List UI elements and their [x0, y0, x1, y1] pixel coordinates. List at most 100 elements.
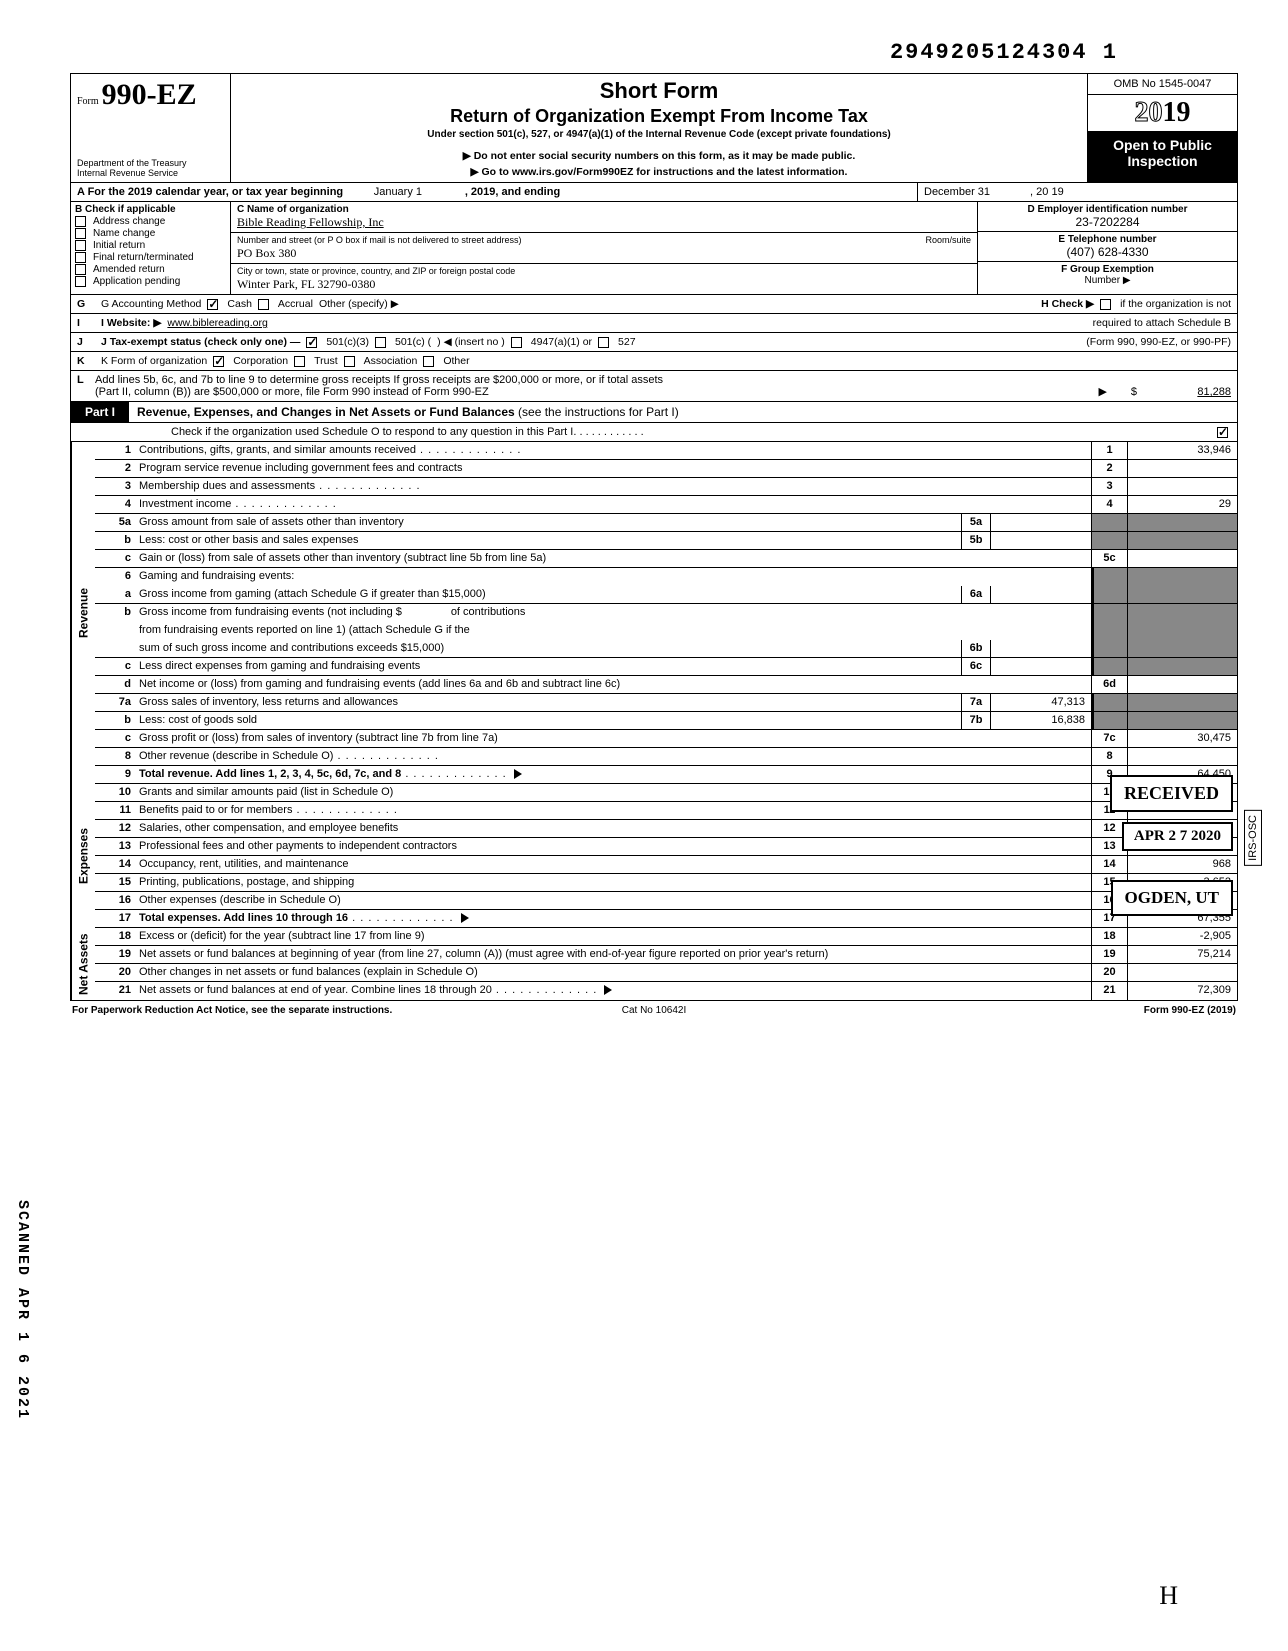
- ln10-desc: Grants and similar amounts paid (list in…: [139, 786, 393, 798]
- initial-mark: H: [1159, 1581, 1178, 1611]
- footer-center: Cat No 10642I: [460, 1005, 848, 1016]
- ln7b-val: 16,838: [991, 712, 1091, 729]
- form-number: 990-EZ: [102, 78, 197, 111]
- ln7c-desc: Gross profit or (loss) from sales of inv…: [139, 732, 498, 744]
- omb: OMB No 1545-0047: [1088, 74, 1237, 95]
- h-text1: H Check ▶: [1041, 298, 1094, 310]
- ln2-desc: Program service revenue including govern…: [139, 462, 462, 474]
- schedule-o-check: Check if the organization used Schedule …: [70, 423, 1238, 442]
- chk-application-pending[interactable]: Application pending: [75, 276, 226, 287]
- ln1-val: 33,946: [1127, 442, 1237, 459]
- chk-final-return[interactable]: Final return/terminated: [75, 252, 226, 263]
- ln21-val: 72,309: [1127, 982, 1237, 1000]
- j-o4: 4947(a)(1) or: [531, 336, 592, 348]
- ln6d-desc: Net income or (loss) from gaming and fun…: [139, 678, 620, 690]
- chk-name-change[interactable]: Name change: [75, 228, 226, 239]
- chk-schedo[interactable]: [1217, 427, 1228, 438]
- ln18-val: -2,905: [1127, 928, 1237, 945]
- expenses-grid: Expenses 10Grants and similar amounts pa…: [70, 784, 1238, 928]
- g-cash: Cash: [227, 298, 252, 310]
- ln13-desc: Professional fees and other payments to …: [139, 840, 457, 852]
- j-o2: 501(c) (: [395, 336, 431, 348]
- g-other: Other (specify) ▶: [319, 298, 399, 310]
- k-o3: Association: [364, 355, 418, 367]
- part-i-title: Revenue, Expenses, and Changes in Net As…: [137, 405, 515, 419]
- d-label: D Employer identification number: [1027, 204, 1187, 215]
- ln20-desc: Other changes in net assets or fund bala…: [139, 966, 478, 978]
- part-i-tab: Part I: [71, 402, 129, 422]
- phone: (407) 628-4330: [1066, 245, 1148, 259]
- year: 20201919: [1088, 95, 1237, 131]
- scanned-stamp: SCANNED APR 1 6 2021: [14, 1200, 31, 1420]
- ln7b-desc: Less: cost of goods sold: [139, 714, 257, 726]
- ln20-val: [1127, 964, 1237, 981]
- warning: ▶ Do not enter social security numbers o…: [239, 150, 1079, 162]
- g-accrual: Accrual: [278, 298, 313, 310]
- netassets-grid: Net Assets 18Excess or (deficit) for the…: [70, 928, 1238, 1001]
- chk-trust[interactable]: [294, 356, 305, 367]
- i-label: I Website: ▶: [101, 317, 161, 329]
- ln5c-desc: Gain or (loss) from sale of assets other…: [139, 552, 546, 564]
- k-o4: Other: [443, 355, 469, 367]
- chk-4947[interactable]: [511, 337, 522, 348]
- ln8-val: [1127, 748, 1237, 765]
- ln2-val: [1127, 460, 1237, 477]
- chk-cash[interactable]: [207, 299, 218, 310]
- c-label: C Name of organization: [237, 204, 349, 215]
- website: www.biblereading.org: [167, 317, 267, 329]
- chk-accrual[interactable]: [258, 299, 269, 310]
- row-i: I I Website: ▶ www.biblereading.org requ…: [70, 314, 1238, 333]
- schedo-text: Check if the organization used Schedule …: [171, 426, 573, 438]
- ln12-desc: Salaries, other compensation, and employ…: [139, 822, 398, 834]
- h-text2: if the organization is not: [1120, 298, 1231, 310]
- col-c: C Name of organization Bible Reading Fel…: [231, 202, 977, 294]
- l-amount: 81,288: [1197, 386, 1231, 398]
- subtitle: Under section 501(c), 527, or 4947(a)(1)…: [239, 129, 1079, 140]
- chk-address-change[interactable]: Address change: [75, 216, 226, 227]
- f-label: F Group Exemption: [1061, 264, 1154, 275]
- footer-left: For Paperwork Reduction Act Notice, see …: [72, 1005, 460, 1016]
- g-label: G Accounting Method: [101, 298, 201, 310]
- ln6b-d1: Gross income from fundraising events (no…: [139, 606, 402, 618]
- i-lead: I: [77, 317, 95, 329]
- chk-527[interactable]: [598, 337, 609, 348]
- chk-other[interactable]: [423, 356, 434, 367]
- ln19-desc: Net assets or fund balances at beginning…: [139, 948, 828, 960]
- ln14-val: 968: [1127, 856, 1237, 873]
- stamp-date: APR 2 7 2020: [1122, 822, 1233, 851]
- city-label: City or town, state or province, country…: [237, 266, 515, 276]
- ln3-desc: Membership dues and assessments: [139, 480, 315, 492]
- j-label: J Tax-exempt status (check only one) —: [101, 336, 300, 348]
- line-l: L Add lines 5b, 6c, and 7b to line 9 to …: [70, 371, 1238, 402]
- chk-h[interactable]: [1100, 299, 1111, 310]
- chk-501c3[interactable]: [306, 337, 317, 348]
- chk-501c[interactable]: [375, 337, 386, 348]
- chk-assoc[interactable]: [344, 356, 355, 367]
- ln7a-desc: Gross sales of inventory, less returns a…: [139, 696, 398, 708]
- row-k: K K Form of organization Corporation Tru…: [70, 352, 1238, 371]
- dept-line2: Internal Revenue Service: [77, 168, 224, 178]
- k-lead: K: [77, 355, 95, 367]
- dln: 2949205124304 1: [70, 40, 1238, 65]
- chk-amended-return[interactable]: Amended return: [75, 264, 226, 275]
- ln6b-val: [991, 640, 1091, 657]
- e-label: E Telephone number: [1058, 234, 1156, 245]
- title-return: Return of Organization Exempt From Incom…: [239, 106, 1079, 127]
- l-line1: Add lines 5b, 6c, and 7b to line 9 to de…: [95, 374, 663, 386]
- chk-corp[interactable]: [213, 356, 224, 367]
- irs-osc: IRS-OSC: [1244, 810, 1262, 866]
- ein: 23-7202284: [1075, 215, 1139, 229]
- ln6a-desc: Gross income from gaming (attach Schedul…: [139, 588, 486, 600]
- city: Winter Park, FL 32790-0380: [237, 277, 375, 291]
- ln16-desc: Other expenses (describe in Schedule O): [139, 894, 341, 906]
- part-i-header: Part I Revenue, Expenses, and Changes in…: [70, 402, 1238, 423]
- title-box: Short Form Return of Organization Exempt…: [231, 74, 1087, 182]
- chk-initial-return[interactable]: Initial return: [75, 240, 226, 251]
- j-o1: 501(c)(3): [326, 336, 369, 348]
- footer: For Paperwork Reduction Act Notice, see …: [70, 1001, 1238, 1020]
- line-a-begin: January 1: [374, 186, 422, 198]
- ln3-val: [1127, 478, 1237, 495]
- row-j: J J Tax-exempt status (check only one) —…: [70, 333, 1238, 352]
- ln1-desc: Contributions, gifts, grants, and simila…: [139, 444, 416, 456]
- row-g-h: G G Accounting Method Cash Accrual Other…: [70, 295, 1238, 314]
